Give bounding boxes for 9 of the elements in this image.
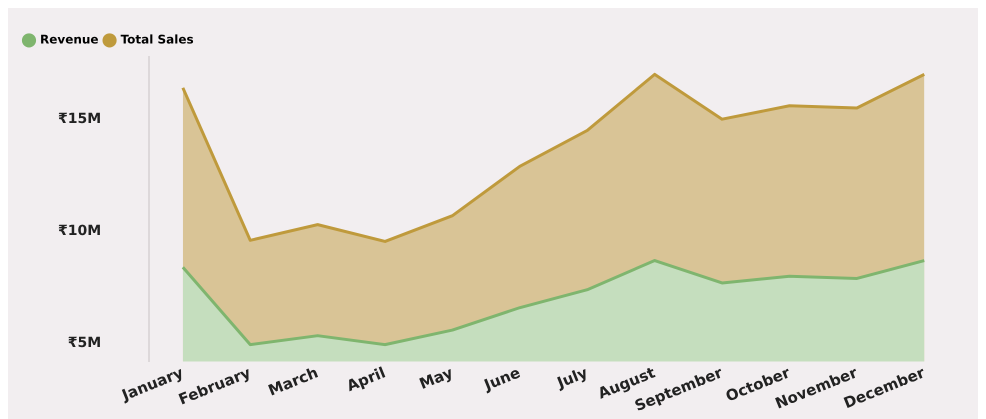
- y-tick-label: ₹10M: [58, 223, 102, 240]
- x-tick-label: May: [416, 363, 456, 394]
- legend-label: Revenue: [40, 32, 99, 47]
- x-tick-label: June: [480, 363, 523, 394]
- legend-label: Total Sales: [120, 32, 194, 47]
- x-tick-label: July: [554, 363, 590, 392]
- y-tick-label: ₹15M: [58, 110, 102, 127]
- x-tick-label: April: [344, 363, 388, 396]
- y-tick-label: ₹5M: [68, 335, 102, 352]
